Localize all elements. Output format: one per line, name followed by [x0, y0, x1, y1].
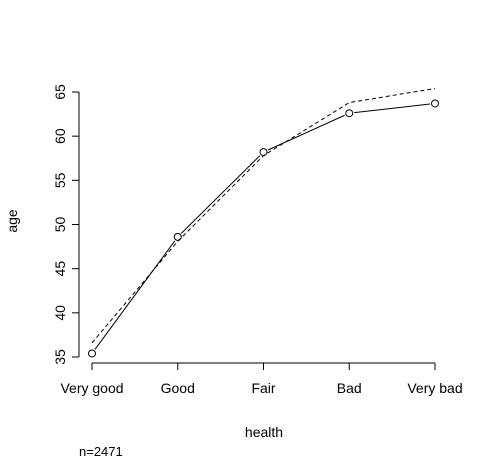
x-axis-title: health	[245, 424, 283, 440]
series-1-segment	[354, 103, 431, 114]
y-axis-title: age	[4, 209, 20, 233]
x-tick-label: Fair	[251, 380, 275, 396]
series-2-line	[91, 87, 436, 344]
data-point	[173, 232, 182, 241]
x-ticks: Very good Good Fair Bad Very bad	[60, 363, 463, 396]
y-tick-label: 45	[52, 261, 68, 277]
y-tick-label: 60	[52, 128, 68, 144]
y-tick-label: 50	[52, 217, 68, 233]
series-1-segment	[94, 240, 176, 350]
data-point	[431, 99, 439, 108]
x-tick-label: Very good	[60, 380, 123, 396]
y-tick-label: 65	[52, 84, 68, 100]
series-2	[91, 87, 436, 344]
x-tick-label: Bad	[337, 380, 362, 396]
y-tick-label: 35	[52, 349, 68, 365]
data-point	[345, 109, 354, 118]
y-tick-label: 40	[52, 305, 68, 321]
y-ticks: 35 40 45 50 55 60 65	[52, 84, 79, 365]
series-layer	[88, 87, 439, 358]
x-tick-label: Good	[161, 380, 195, 396]
axes	[78, 92, 435, 364]
y-tick-label: 55	[52, 172, 68, 188]
series-1	[88, 99, 439, 358]
data-point	[259, 148, 268, 157]
sample-size-note: n=2471	[79, 444, 123, 459]
x-tick-label: Very bad	[407, 380, 462, 396]
series-1-segment	[267, 114, 345, 151]
data-point	[88, 349, 96, 358]
series-1-segment	[180, 155, 261, 234]
